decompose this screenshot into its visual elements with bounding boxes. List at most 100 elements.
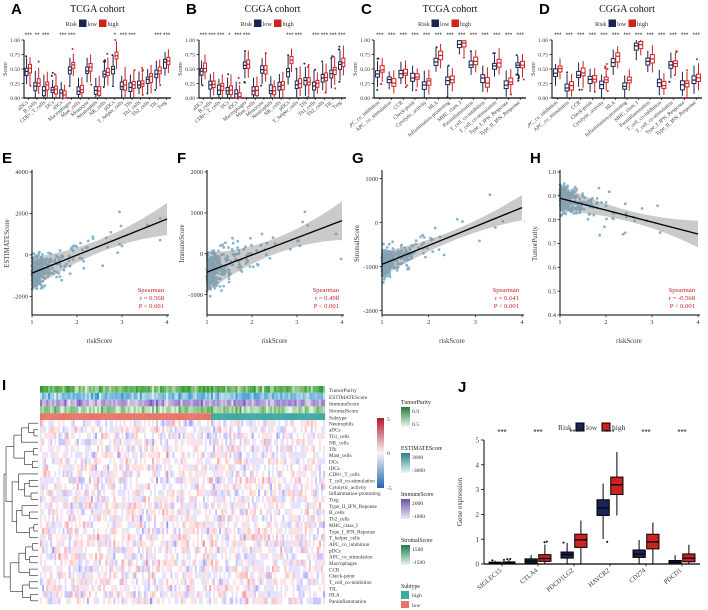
svg-text:low: low [412, 603, 421, 608]
svg-text:1.0: 1.0 [548, 169, 556, 176]
svg-text:3000: 3000 [412, 455, 423, 461]
svg-text:4: 4 [476, 461, 480, 469]
svg-text:***: *** [577, 32, 585, 39]
svg-text:Subtype: Subtype [329, 415, 347, 421]
svg-text:*: * [228, 32, 231, 39]
svg-text:0.50: 0.50 [360, 67, 370, 73]
svg-text:2000: 2000 [190, 169, 203, 176]
svg-text:D: D [539, 1, 550, 18]
svg-text:4: 4 [165, 319, 169, 326]
svg-text:ImmuneScore: ImmuneScore [401, 492, 434, 498]
svg-text:Risk: Risk [418, 21, 430, 28]
svg-text:Cytolytic_activity: Cytolytic_activity [329, 485, 367, 491]
svg-text:***: *** [658, 32, 666, 39]
svg-text:CD8+_T_cells: CD8+_T_cells [329, 472, 360, 478]
svg-text:4: 4 [696, 319, 700, 326]
svg-text:Gene expression: Gene expression [455, 477, 464, 526]
svg-text:HAVCR2: HAVCR2 [587, 567, 611, 589]
svg-text:I: I [2, 378, 6, 394]
svg-text:CCR: CCR [329, 567, 340, 573]
svg-text:APC_co_inhibition: APC_co_inhibition [329, 542, 370, 548]
svg-text:*: * [114, 32, 117, 39]
svg-text:***: *** [569, 428, 578, 437]
svg-text:NK_cells: NK_cells [329, 440, 349, 446]
svg-text:low: low [617, 21, 627, 28]
svg-text:***: *** [623, 32, 631, 39]
svg-text:***: *** [446, 32, 454, 39]
svg-text:0.75: 0.75 [360, 53, 370, 59]
svg-text:0.75: 0.75 [10, 53, 20, 59]
svg-text:0.00: 0.00 [360, 96, 370, 102]
svg-text:***: *** [376, 32, 384, 39]
svg-text:1000: 1000 [190, 210, 203, 217]
svg-text:high: high [637, 21, 649, 28]
svg-text:TCGA cohort: TCGA cohort [70, 4, 125, 15]
svg-text:3: 3 [474, 319, 477, 326]
svg-text:StromalScore: StromalScore [329, 409, 359, 415]
svg-text:low: low [586, 423, 598, 432]
svg-text:0.00: 0.00 [185, 96, 195, 102]
svg-text:-1000: -1000 [188, 292, 203, 299]
svg-text:3: 3 [295, 319, 298, 326]
svg-text:***: *** [200, 32, 208, 39]
svg-text:2000: 2000 [15, 211, 28, 218]
svg-text:Spearman: Spearman [138, 287, 165, 294]
svg-text:P < 0.001: P < 0.001 [314, 303, 339, 310]
svg-text:5: 5 [387, 417, 390, 423]
svg-text:***: *** [338, 32, 346, 39]
svg-text:-1000: -1000 [363, 264, 378, 271]
svg-text:Score: Score [353, 62, 359, 76]
svg-text:2000: 2000 [412, 501, 423, 507]
svg-text:5: 5 [476, 437, 480, 445]
svg-text:3: 3 [120, 319, 123, 326]
svg-text:Th1_cells: Th1_cells [329, 434, 349, 440]
svg-text:2: 2 [250, 319, 253, 326]
svg-text:E: E [2, 150, 12, 167]
svg-text:***: *** [600, 32, 608, 39]
svg-text:***: *** [243, 32, 251, 39]
svg-text:***: *** [312, 32, 320, 39]
svg-text:0.25: 0.25 [360, 82, 370, 88]
svg-text:aDCs: aDCs [329, 428, 341, 434]
svg-text:TCGA cohort: TCGA cohort [423, 4, 478, 15]
svg-text:0: 0 [25, 252, 28, 259]
svg-text:Score: Score [531, 62, 537, 76]
svg-text:3: 3 [476, 486, 480, 494]
svg-text:0.75: 0.75 [185, 53, 195, 59]
svg-text:***: *** [481, 32, 489, 39]
svg-text:***: *** [217, 32, 225, 39]
svg-text:***: *** [566, 32, 574, 39]
svg-text:***: *** [612, 32, 620, 39]
svg-text:0.5: 0.5 [548, 288, 556, 295]
svg-text:T_cell_co-stimulation: T_cell_co-stimulation [329, 479, 375, 485]
svg-text:1000: 1000 [365, 176, 378, 183]
svg-text:-2000: -2000 [13, 294, 28, 301]
svg-text:***: *** [411, 32, 419, 39]
svg-text:0.5: 0.5 [412, 422, 419, 428]
svg-text:G: G [352, 150, 364, 167]
svg-text:-3000: -3000 [412, 468, 425, 474]
svg-text:DCs: DCs [329, 460, 338, 466]
svg-text:1.00: 1.00 [360, 38, 370, 44]
svg-text:***: *** [589, 32, 597, 39]
svg-text:***: *** [423, 32, 431, 39]
svg-text:Mast_cells: Mast_cells [329, 453, 351, 459]
svg-text:***: *** [321, 32, 329, 39]
svg-text:Spearman: Spearman [493, 287, 520, 294]
svg-text:0.75: 0.75 [538, 53, 548, 59]
svg-text:riskScore: riskScore [262, 338, 288, 345]
svg-text:***: *** [470, 32, 478, 39]
svg-text:0.7: 0.7 [548, 241, 556, 248]
svg-text:2: 2 [604, 319, 607, 326]
svg-text:Neutrophils: Neutrophils [329, 421, 354, 427]
svg-text:H: H [530, 150, 541, 167]
svg-text:***: *** [497, 428, 506, 437]
svg-text:Treg: Treg [157, 100, 169, 111]
svg-text:***: *** [208, 32, 216, 39]
svg-text:Type_I_IFN_Reponse: Type_I_IFN_Reponse [329, 529, 376, 535]
svg-text:***: *** [400, 32, 408, 39]
svg-text:A: A [11, 1, 22, 18]
svg-text:ImmuneScore: ImmuneScore [179, 224, 186, 262]
svg-text:C: C [361, 1, 372, 18]
svg-text:Th2_cells: Th2_cells [329, 517, 349, 523]
